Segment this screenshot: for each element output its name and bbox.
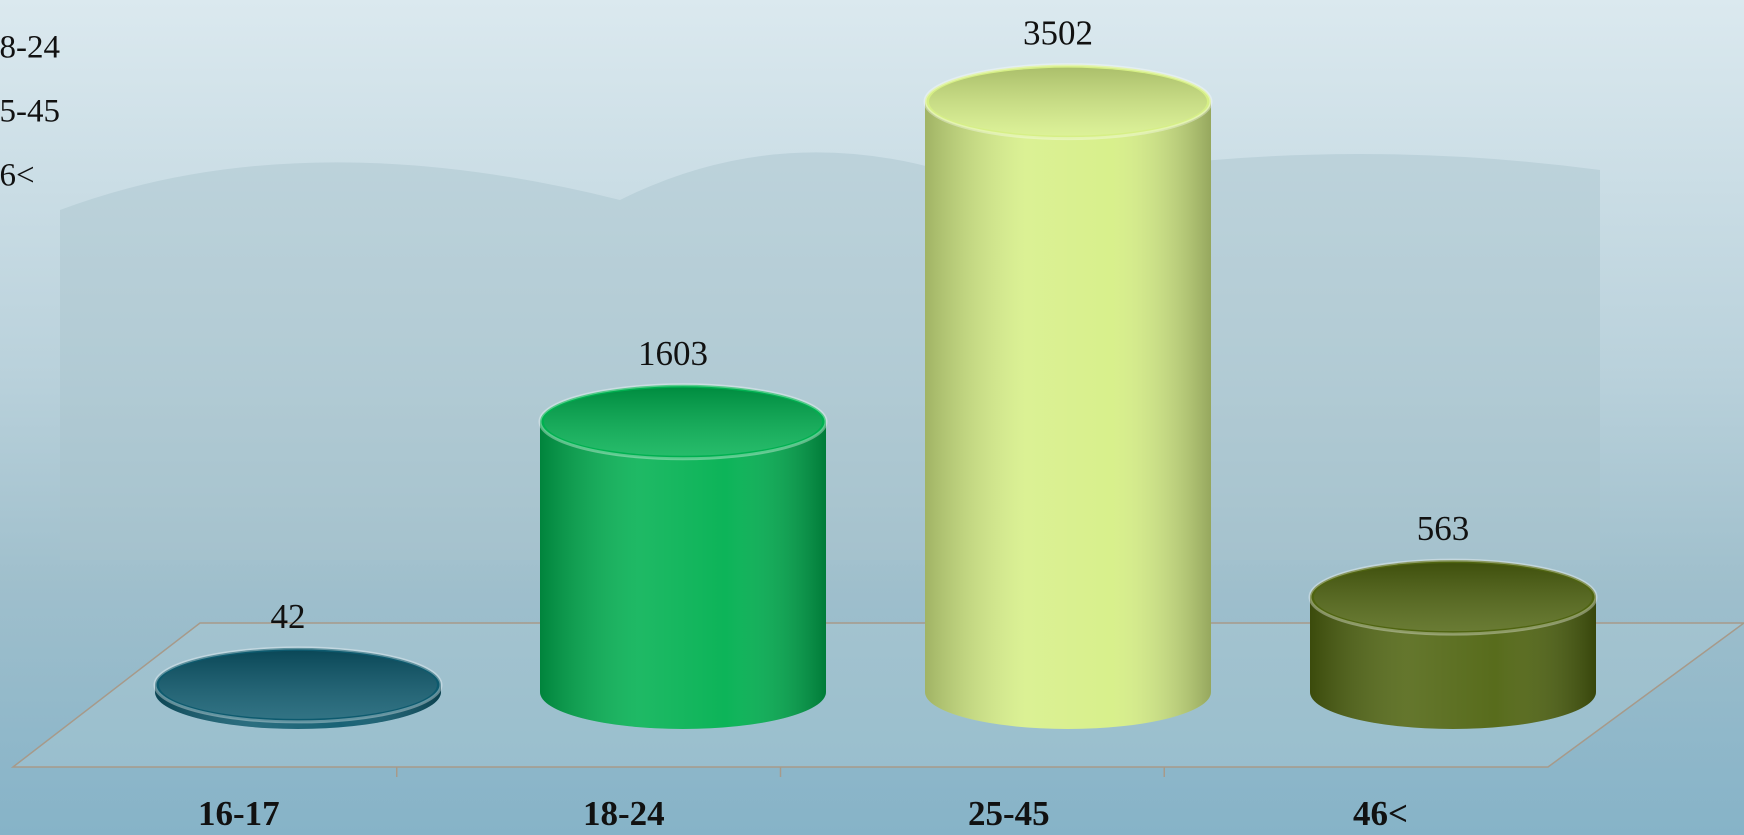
bar-top-shading: [159, 650, 437, 719]
x-tick-label: 25-45: [968, 794, 1050, 833]
legend-label: 16-17: [0, 0, 60, 2]
bar-top-shading: [929, 67, 1207, 136]
plot: 16-17 42 18-24 1603 25-45 3502 46< 563: [153, 14, 1598, 833]
bar-shading: [925, 101, 1211, 730]
x-tick-label: 46<: [1353, 794, 1408, 833]
legend-label: 18-24: [0, 30, 60, 66]
value-label: 1603: [638, 334, 708, 373]
x-tick-label: 18-24: [583, 794, 665, 833]
value-label: 42: [271, 597, 306, 636]
value-label: 563: [1417, 509, 1470, 548]
background-building: [60, 152, 1600, 560]
x-tick-label: 16-17: [198, 794, 280, 833]
value-label: 3502: [1023, 14, 1093, 53]
bar-top-shading: [1314, 563, 1592, 632]
bar-shading: [540, 421, 826, 729]
legend-label: 25-45: [0, 94, 60, 130]
legend-label: 46<: [0, 158, 35, 194]
bar-top-shading: [544, 387, 822, 456]
bar-shading: [1310, 597, 1596, 729]
legend: 16-17 18-24 25-45 46<: [0, 0, 60, 194]
